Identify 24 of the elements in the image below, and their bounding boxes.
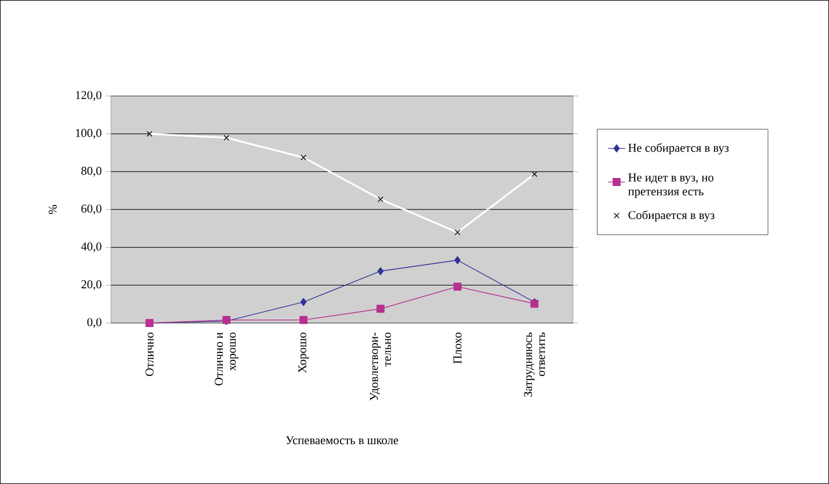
y-tick-label: 120,0 <box>76 91 102 101</box>
point <box>300 316 308 324</box>
x-tick-label: Отлично и хорошо <box>214 332 238 386</box>
legend-label: Не собирается в вуз <box>628 143 729 154</box>
point <box>454 256 461 264</box>
y-tick-label: 20,0 <box>81 280 102 290</box>
y-tick-label: 40,0 <box>81 242 102 252</box>
x-tick-label: Плохо <box>454 332 462 364</box>
y-tick-label: 0,0 <box>87 318 102 328</box>
legend-label: Собирается в вуз <box>628 210 714 222</box>
point <box>454 282 462 291</box>
point <box>377 267 384 276</box>
x-axis-title: Успеваемость в школе <box>286 436 398 444</box>
y-tick-label: 80,0 <box>81 166 102 177</box>
point <box>376 304 385 313</box>
y-tick-label: 100,0 <box>76 128 102 139</box>
x-tick-label: Удовлетвори-тельно <box>370 332 391 401</box>
y-tick-label: 60,0 <box>81 204 102 214</box>
y-axis-title: % <box>48 204 57 214</box>
x-tick-label: Хорошо <box>298 332 309 373</box>
point <box>300 298 307 306</box>
x-tick-label: Затрудняюсь ответить <box>524 332 545 397</box>
x-tick-label: Отлично <box>145 332 154 376</box>
legend-label: Не идет в вуз, но претензия есть <box>628 174 714 198</box>
